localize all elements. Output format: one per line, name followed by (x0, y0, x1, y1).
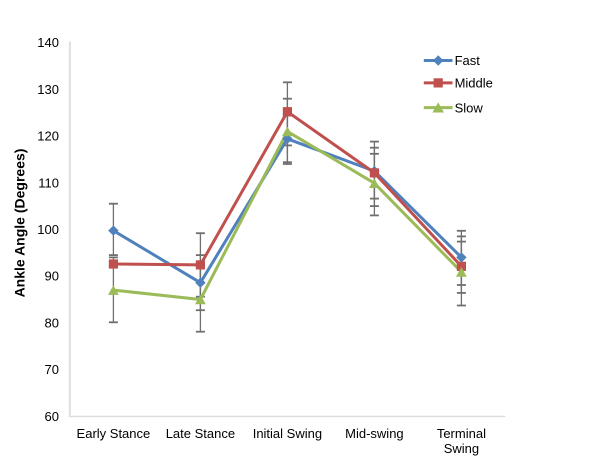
svg-text:110: 110 (38, 175, 59, 190)
svg-text:70: 70 (45, 362, 59, 377)
svg-text:Slow: Slow (455, 100, 484, 115)
svg-text:60: 60 (45, 409, 59, 424)
svg-text:130: 130 (37, 82, 59, 97)
svg-text:Middle: Middle (455, 76, 493, 91)
svg-text:Late Stance: Late Stance (166, 426, 235, 441)
svg-text:Terminal: Terminal (437, 426, 486, 441)
svg-text:100: 100 (37, 222, 59, 237)
svg-text:120: 120 (37, 129, 59, 144)
svg-text:Early Stance: Early Stance (77, 426, 151, 441)
svg-text:90: 90 (45, 269, 59, 284)
svg-text:80: 80 (45, 315, 59, 330)
svg-text:Swing: Swing (444, 441, 479, 456)
svg-text:Fast: Fast (455, 53, 481, 68)
svg-text:Ankle Angle (Degrees): Ankle Angle (Degrees) (11, 149, 27, 298)
svg-text:Mid-swing: Mid-swing (345, 426, 404, 441)
svg-text:140: 140 (37, 35, 59, 50)
svg-text:Initial Swing: Initial Swing (253, 426, 322, 441)
